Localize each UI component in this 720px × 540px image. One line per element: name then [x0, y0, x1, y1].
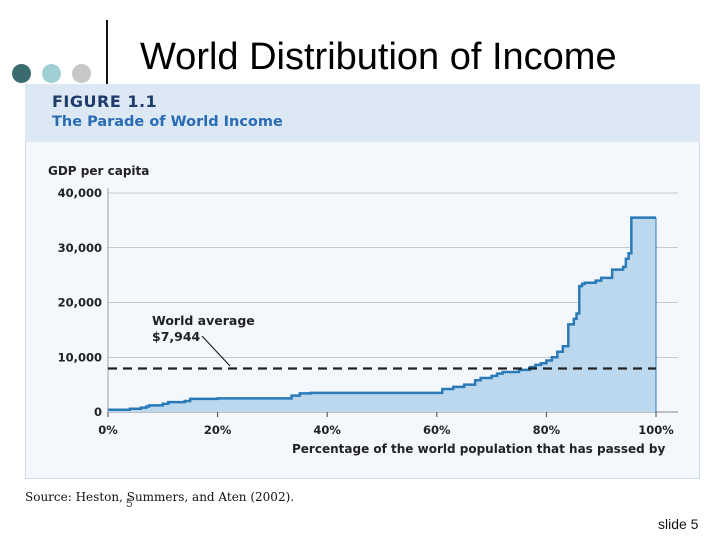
average-label: World average — [152, 313, 255, 328]
slide-title: World Distribution of Income — [140, 36, 617, 78]
y-tick-label: 20,000 — [58, 296, 102, 310]
source-note: Source: Heston, Summers, and Aten (2002)… — [25, 490, 295, 504]
x-tick-label: 20% — [204, 423, 232, 437]
slide-number: slide 5 — [658, 516, 699, 532]
average-value-label: $7,944 — [152, 329, 201, 344]
income-area — [108, 217, 656, 412]
x-tick-label: 80% — [533, 423, 561, 437]
x-tick-label: 40% — [313, 423, 341, 437]
y-tick-label: 10,000 — [58, 350, 102, 364]
dot-dark — [12, 64, 31, 83]
figure-title: The Parade of World Income — [52, 114, 283, 130]
x-tick-label: 60% — [423, 423, 451, 437]
title-dots — [12, 64, 96, 84]
y-axis-title: GDP per capita — [48, 164, 149, 178]
figure-panel — [25, 84, 700, 479]
y-tick-label: 40,000 — [58, 186, 102, 200]
figure-header — [25, 84, 700, 142]
y-tick-label: 30,000 — [58, 241, 102, 255]
x-tick-label: 0% — [98, 423, 118, 437]
average-pointer — [201, 335, 231, 367]
plot-layer: 0 10,000 20,000 30,000 40,000 0% 20% 40% 60% 80% 1… — [58, 186, 678, 437]
title-divider — [106, 20, 108, 86]
dot-teal — [42, 64, 61, 83]
y-tick-label: 0 — [94, 405, 102, 419]
x-axis-title: Percentage of the world population that … — [292, 442, 665, 456]
x-tick-label: 100% — [638, 423, 674, 437]
figure-label: FIGURE 1.1 — [52, 92, 158, 111]
page-number: 5 — [126, 496, 133, 510]
income-step-line — [108, 216, 656, 412]
dot-gray — [72, 64, 91, 83]
